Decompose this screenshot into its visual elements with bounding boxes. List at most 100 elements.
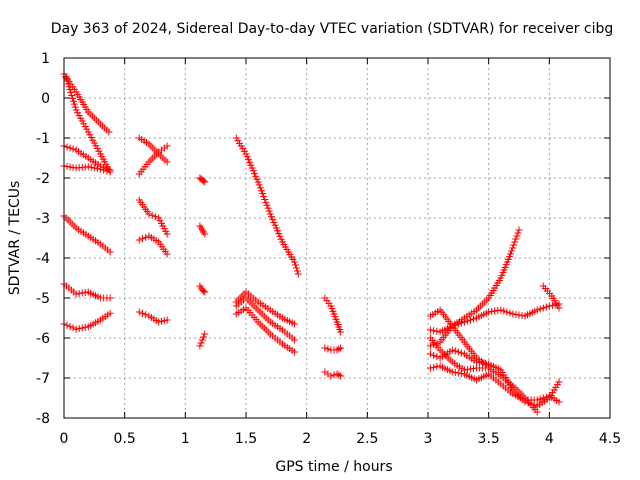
data-point	[69, 324, 77, 332]
series-track-13	[196, 174, 209, 186]
data-point	[198, 336, 206, 344]
axis-ticks: 0 0.5 1 1.5 2 2.5 3 3.5 4 4.5 1 0 -1 -2 -3 -4 -5 -6 -7 -8	[36, 51, 621, 447]
data-point	[508, 247, 516, 255]
series-track-16	[196, 330, 209, 350]
data-point	[81, 323, 89, 331]
data-point	[201, 330, 209, 338]
data-point	[426, 326, 434, 334]
data-point	[426, 342, 434, 350]
data-point	[72, 325, 80, 333]
data-point	[106, 294, 114, 302]
series-track-29	[426, 334, 541, 416]
data-point	[327, 372, 335, 380]
data-point	[503, 308, 511, 316]
series-track-30	[539, 282, 563, 312]
data-point	[291, 261, 299, 269]
y-tick-label: 0	[41, 91, 50, 107]
data-point	[163, 158, 171, 166]
series-track-22	[321, 344, 345, 354]
series-track-09	[135, 142, 171, 178]
data-point	[292, 264, 300, 272]
data-point	[451, 347, 459, 355]
x-tick-label: 4	[545, 431, 554, 447]
x-tick-label: 1	[181, 431, 190, 447]
data-point	[63, 143, 71, 151]
data-point	[463, 317, 471, 325]
data-point	[335, 345, 343, 353]
data-point	[138, 235, 146, 243]
series-track-28	[426, 346, 563, 410]
series-track-26	[426, 300, 563, 336]
data-point	[135, 308, 143, 316]
data-point	[512, 235, 520, 243]
series-track-06	[60, 280, 114, 302]
series-track-05	[60, 212, 114, 256]
data-point	[457, 319, 465, 327]
data-point	[138, 309, 146, 317]
data-point	[542, 303, 550, 311]
y-tick-label: -4	[36, 251, 50, 267]
data-point	[333, 346, 341, 354]
y-tick-label: -1	[36, 131, 50, 147]
series-track-17	[232, 134, 302, 278]
data-point	[539, 394, 547, 402]
data-point	[106, 248, 114, 256]
data-points	[60, 70, 563, 416]
data-point	[200, 177, 208, 185]
data-point	[291, 320, 299, 328]
data-point	[70, 100, 78, 108]
y-tick-label: -2	[36, 171, 50, 187]
data-point	[539, 304, 547, 312]
data-point	[337, 344, 345, 352]
data-point	[291, 336, 299, 344]
data-point	[69, 97, 77, 105]
data-point	[64, 80, 72, 88]
data-point	[69, 145, 77, 153]
data-point	[433, 363, 441, 371]
plot-frame	[63, 57, 611, 419]
data-point	[511, 238, 519, 246]
data-point	[460, 318, 468, 326]
data-point	[335, 371, 343, 379]
data-point	[533, 408, 541, 416]
data-point	[201, 230, 209, 238]
data-point	[71, 103, 79, 111]
x-tick-label: 0.5	[114, 431, 136, 447]
data-point	[555, 398, 563, 406]
data-point	[555, 304, 563, 312]
data-point	[293, 267, 301, 275]
series-track-15	[196, 282, 209, 296]
data-point	[259, 190, 267, 198]
data-point	[163, 250, 171, 258]
series-track-04	[60, 162, 114, 176]
x-tick-label: 2	[302, 431, 311, 447]
data-point	[66, 144, 74, 152]
x-tick-label: 3.5	[478, 431, 500, 447]
data-point	[430, 327, 438, 335]
series-track-10	[135, 196, 171, 238]
data-point	[506, 309, 514, 317]
y-tick-label: -8	[36, 411, 50, 427]
data-point	[65, 83, 73, 91]
data-point	[426, 364, 434, 372]
data-point	[66, 86, 74, 94]
data-point	[466, 316, 474, 324]
series-track-01	[60, 70, 113, 136]
data-point	[497, 306, 505, 314]
x-tick-label: 2.5	[356, 431, 378, 447]
data-point	[545, 302, 553, 310]
data-point	[67, 89, 75, 97]
data-point	[142, 311, 150, 319]
data-point	[533, 396, 541, 404]
y-axis-label: SDTVAR / TECUs	[7, 181, 23, 296]
data-point	[69, 94, 77, 102]
series-track-02	[62, 74, 114, 176]
data-point	[148, 211, 156, 219]
data-point	[507, 250, 515, 258]
data-point	[163, 230, 171, 238]
data-point	[100, 166, 108, 174]
series-track-23	[321, 368, 345, 380]
data-point	[201, 178, 209, 186]
data-point	[536, 395, 544, 403]
